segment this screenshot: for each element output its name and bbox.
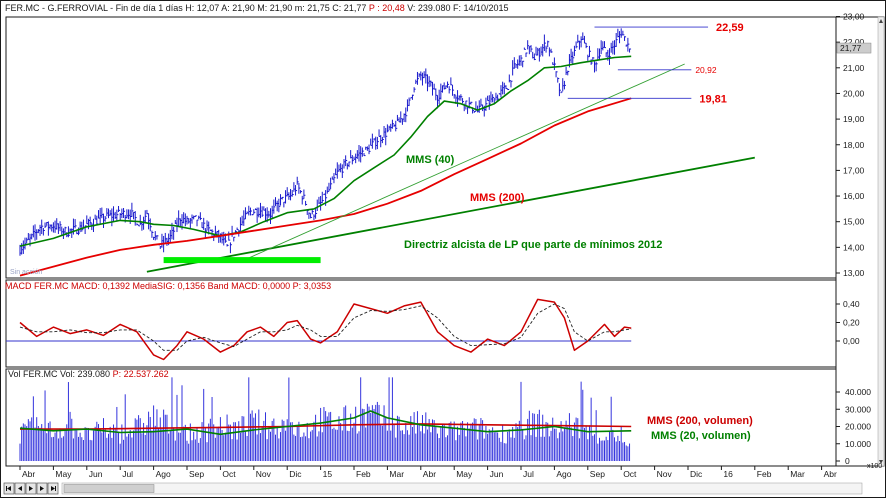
macd-y-tick-label: 0,40 [843,299,860,309]
price-y-tick-label: 20,00 [843,88,865,98]
x-tick-label: Abr [22,469,35,479]
level-label: 22,59 [716,22,744,34]
close-price-tag-label: 21,77 [840,43,862,53]
volume-y-tick-label: 10.000 [845,439,871,449]
x-tick-label: May [55,469,72,479]
close-price-tag [836,42,872,54]
price-y-tick-label: 23,00 [843,12,865,22]
x-tick-label: 16 [723,469,733,479]
corner-label: Sin acción [10,269,42,276]
x-axis: Abr May Jun Jul Ago Sep Oct Nov Dic 15 Feb Mar Abr Ma… [19,466,837,479]
volume-panel: 0 10.000 20.000 30.000 40.000 [19,377,871,466]
scroll-up-icon[interactable] [879,19,883,23]
level-label: 19,81 [699,93,727,105]
x-tick-label: Abr [824,469,837,479]
volume-mms20-line [19,410,632,436]
x-tick-label: Feb [356,469,371,479]
x-tick-label: Nov [256,469,272,479]
x-tick-label: Oct [623,469,637,479]
price-panel: 13,00 14,00 15,00 16,00 17,00 18,00 19,00 20,00… [19,12,872,278]
volume-y-tick-label: 30.000 [845,404,871,414]
x-tick-label: Jul [523,469,534,479]
price-y-tick-label: 14,00 [843,242,865,252]
x-tick-label: Nov [657,469,673,479]
x-tick-label: Abr [423,469,436,479]
mms200-annotation: MMS (200) [470,192,525,204]
price-y-tick-label: 13,00 [843,268,865,278]
macd-line [19,298,632,361]
x-tick-label: Feb [757,469,772,479]
price-y-tick-label: 21,00 [843,63,865,73]
mms40-line [19,55,632,247]
nav-play-icon [29,486,33,491]
macd-panel-header: MACD FER.MC MACD: 0,1392 MediaSIG: 0,135… [5,281,331,291]
price-y-tick-label: 22,00 [843,37,865,47]
volume-y-tick-label: 20.000 [845,422,871,432]
macd-signal-line [19,303,632,351]
volume-panel-header-p: P: 22.537.262 [113,369,169,379]
x-tick-label: Dic [690,469,703,479]
x-tick-label: Mar [790,469,805,479]
horizontal-scrollbar[interactable] [61,482,863,495]
macd-y-tick-label: 0,20 [843,318,860,328]
macd-y-tick-label: 0,00 [843,336,860,346]
volume-mms200-line [20,423,632,430]
x-tick-label: Jun [490,469,504,479]
mms200-line [19,97,632,277]
scroll-down-icon[interactable] [879,460,883,464]
scrollbar [877,16,885,467]
price-y-tick-label: 19,00 [843,114,865,124]
volume-scale-tag: x100 [867,463,882,470]
long-term-trendline [146,156,755,273]
lows-highlight [163,257,321,264]
x-tick-label: Oct [222,469,236,479]
price-y-tick-label: 15,00 [843,217,865,227]
nav-next-icon [40,486,44,491]
navigation-bar [3,482,863,495]
volume-y-tick-label: 0 [845,456,850,466]
x-tick-label: May [456,469,473,479]
price-panel-header-p: P : 20,48 [369,3,405,13]
nav-prev-icon [18,486,22,491]
volume-y-tick-label: 40.000 [845,387,871,397]
vol-mms20-legend: MMS (20, volumen) [651,430,751,442]
x-tick-label: Ago [556,469,571,479]
x-tick-label: Sep [590,469,605,479]
volume-panel-header: Vol FER.MC Vol: 239.080 P: 22.537.262 [8,369,169,379]
price-panel-header: FER.MC - G.FERROVIAL - Fin de día 1 días… [5,3,509,13]
nav-first-icon [7,486,11,491]
level-label: 20,92 [695,65,717,75]
x-tick-label: Dic [289,469,302,479]
x-tick-label: Mar [389,469,404,479]
vol-mms200-legend: MMS (200, volumen) [647,415,753,427]
x-tick-label: Jul [122,469,133,479]
price-y-tick-label: 16,00 [843,191,865,201]
horizontal-scroll-thumb[interactable] [63,484,155,493]
x-tick-label: 15 [323,469,333,479]
macd-panel: 0,00 0,20 0,40 [6,298,860,361]
x-tick-label: Jun [89,469,103,479]
mms40-annotation: MMS (40) [406,154,455,166]
short-term-trendline [243,63,685,261]
price-y-tick-label: 17,00 [843,165,865,175]
trendline-annotation: Directriz alcista de LP que parte de mín… [404,239,662,251]
x-tick-label: Ago [156,469,171,479]
price-y-tick-label: 18,00 [843,140,865,150]
x-tick-label: Sep [189,469,204,479]
nav-last-icon [51,486,55,491]
